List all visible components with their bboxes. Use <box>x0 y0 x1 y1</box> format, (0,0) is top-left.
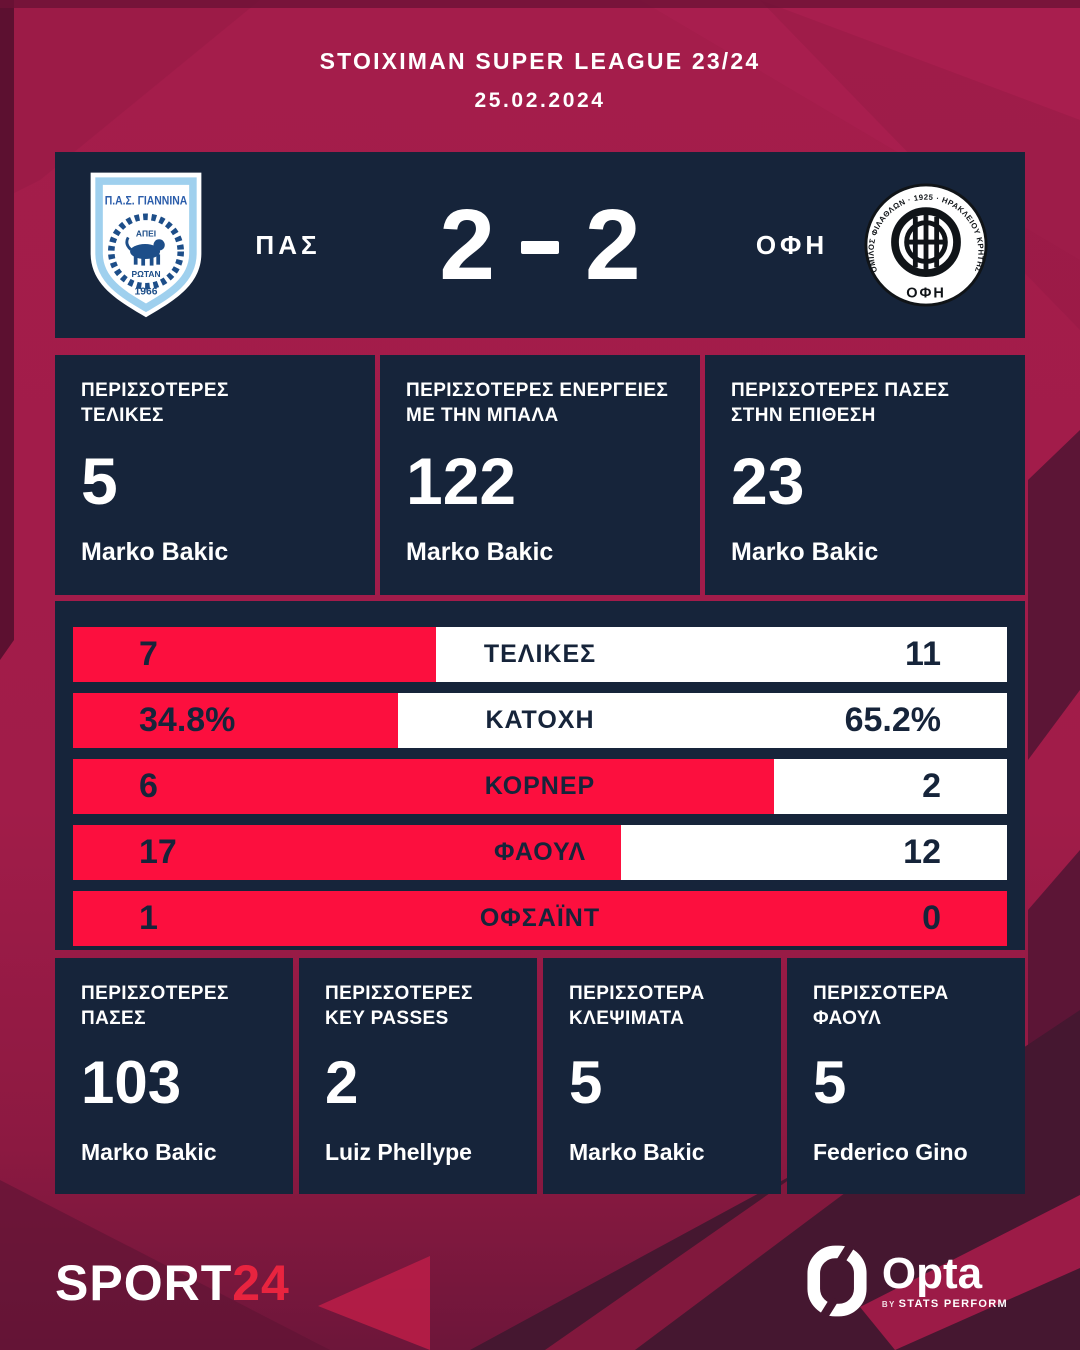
stat-card-player: Marko Bakic <box>406 538 554 567</box>
home-value: 17 <box>139 833 177 871</box>
home-bar-fill <box>73 627 437 682</box>
stat-label: ΤΕΛΙΚΕΣ <box>483 640 597 668</box>
opta-logo: Opta BY STATS PERFORM <box>806 1244 1008 1318</box>
home-team-code: ΠΑΣ <box>255 229 321 260</box>
away-score: 2 <box>585 189 641 301</box>
home-value: 34.8% <box>139 701 236 739</box>
ofi-monogram-icon <box>891 207 961 277</box>
home-bar-fill <box>73 693 399 748</box>
stat-card-player: Federico Gino <box>813 1139 968 1166</box>
sport24-logo-text: SPORT <box>55 1255 233 1311</box>
home-value: 1 <box>139 899 158 937</box>
comparison-row-corners: 6 ΚΟΡΝΕΡ 2 <box>73 759 1007 814</box>
home-bar-fill <box>73 891 1007 946</box>
stat-card-most-tackles: ΠΕΡΙΣΣΟΤΕΡΑ ΚΛΕΨΙΜΑΤΑ 5 Marko Bakic <box>543 958 781 1194</box>
lion-emblem-icon <box>125 236 165 266</box>
away-value: 11 <box>905 635 941 673</box>
home-value: 6 <box>139 767 158 805</box>
bottom-stat-cards: ΠΕΡΙΣΣΟΤΕΡΕΣ ΠΑΣΕΣ 103 Marko Bakic ΠΕΡΙΣ… <box>55 958 1025 1194</box>
sport24-logo-number: 24 <box>232 1255 290 1311</box>
svg-text:Π.Α.Σ. ΓΙΑΝΝΙΝΑ: Π.Α.Σ. ΓΙΑΝΝΙΝΑ <box>105 194 188 208</box>
pas-giannina-crest-icon: Π.Α.Σ. ΓΙΑΝΝΙΝΑ ΑΠΕΙ ΡΩΤΑΝ 1966 <box>90 172 202 318</box>
opta-wordmark: Opta <box>881 1249 983 1298</box>
stat-card-label: ΠΕΡΙΣΣΟΤΕΡΕΣ ΠΑΣΕΣ <box>81 983 229 1030</box>
stat-card-value: 5 <box>81 444 118 519</box>
score-banner: Π.Α.Σ. ΓΙΑΝΝΙΝΑ ΑΠΕΙ ΡΩΤΑΝ 1966 ΠΑΣ 2 2 … <box>55 152 1025 338</box>
stat-card-value: 103 <box>81 1049 182 1117</box>
comparison-row-possession: 34.8% ΚΑΤΟΧΗ 65.2% <box>73 693 1007 748</box>
stat-card-most-touches: ΠΕΡΙΣΣΟΤΕΡΕΣ ΕΝΕΡΓΕΙΕΣ ΜΕ ΤΗΝ ΜΠΑΛΑ 122 … <box>380 355 700 595</box>
comparison-row-offsides: 1 ΟΦΣΑΪΝΤ 0 <box>73 891 1007 946</box>
svg-text:ΡΩΤΑΝ: ΡΩΤΑΝ <box>131 269 160 279</box>
away-team-code: ΟΦΗ <box>755 229 829 260</box>
opta-ring-icon <box>807 1244 867 1318</box>
stat-card-label: ΠΕΡΙΣΣΟΤΕΡΕΣ ΠΑΣΕΣ ΣΤΗΝ ΕΠΙΘΕΣΗ <box>731 380 950 427</box>
stat-card-label: ΠΕΡΙΣΣΟΤΕΡΕΣ KEY PASSES <box>325 983 473 1030</box>
stat-card-player: Marko Bakic <box>81 1139 217 1166</box>
stat-card-label: ΠΕΡΙΣΣΟΤΕΡΑ ΦΑΟΥΛ <box>813 983 949 1030</box>
sport24-logo: SPORT24 <box>55 1258 290 1308</box>
away-value: 0 <box>922 899 941 937</box>
stat-label: ΚΟΡΝΕΡ <box>484 772 596 800</box>
stat-card-value: 23 <box>731 444 805 519</box>
stat-card-player: Marko Bakic <box>81 538 229 567</box>
stat-card-most-attacking-passes: ΠΕΡΙΣΣΟΤΕΡΕΣ ΠΑΣΕΣ ΣΤΗΝ ΕΠΙΘΕΣΗ 23 Marko… <box>705 355 1025 595</box>
stat-card-label: ΠΕΡΙΣΣΟΤΕΡΕΣ ΕΝΕΡΓΕΙΕΣ ΜΕ ΤΗΝ ΜΠΑΛΑ <box>406 380 669 427</box>
comparison-row-fouls: 17 ΦΑΟΥΛ 12 <box>73 825 1007 880</box>
svg-text:ΑΠΕΙ: ΑΠΕΙ <box>136 228 156 238</box>
stat-card-player: Luiz Phellype <box>325 1139 472 1166</box>
home-bar-fill <box>73 825 621 880</box>
stat-card-most-shots: ΠΕΡΙΣΣΟΤΕΡΕΣ ΤΕΛΙΚΕΣ 5 Marko Bakic <box>55 355 375 595</box>
away-value: 2 <box>922 767 941 805</box>
stat-card-value: 2 <box>325 1049 359 1117</box>
stat-card-value: 5 <box>569 1049 603 1117</box>
stat-card-player: Marko Bakic <box>731 538 879 567</box>
match-date: 25.02.2024 <box>474 89 606 112</box>
stat-card-player: Marko Bakic <box>569 1139 705 1166</box>
away-value: 12 <box>903 833 941 871</box>
stat-card-most-fouls: ΠΕΡΙΣΣΟΤΕΡΑ ΦΑΟΥΛ 5 Federico Gino <box>787 958 1025 1194</box>
header: STOIXIMAN SUPER LEAGUE 23/24 25.02.2024 <box>0 48 1080 113</box>
stat-card-value: 122 <box>406 444 517 519</box>
comparison-bars-panel: 7 ΤΕΛΙΚΕΣ 11 34.8% ΚΑΤΟΧΗ 65.2% 6 ΚΟΡΝΕΡ… <box>55 601 1025 950</box>
score-dash <box>521 240 559 254</box>
top-stat-cards: ΠΕΡΙΣΣΟΤΕΡΕΣ ΤΕΛΙΚΕΣ 5 Marko Bakic ΠΕΡΙΣ… <box>55 355 1025 595</box>
home-score: 2 <box>439 189 495 301</box>
stat-card-most-key-passes: ΠΕΡΙΣΣΟΤΕΡΕΣ KEY PASSES 2 Luiz Phellype <box>299 958 537 1194</box>
away-value: 65.2% <box>844 701 941 739</box>
final-score: 2 2 <box>55 152 1025 338</box>
home-bar-fill <box>73 759 774 814</box>
stat-card-most-passes: ΠΕΡΙΣΣΟΤΕΡΕΣ ΠΑΣΕΣ 103 Marko Bakic <box>55 958 293 1194</box>
home-value: 7 <box>139 635 158 673</box>
stat-label: ΚΑΤΟΧΗ <box>485 706 595 734</box>
league-title: STOIXIMAN SUPER LEAGUE 23/24 <box>319 48 761 74</box>
stat-card-label: ΠΕΡΙΣΣΟΤΕΡΑ ΚΛΕΨΙΜΑΤΑ <box>569 983 705 1030</box>
stat-card-label: ΠΕΡΙΣΣΟΤΕΡΕΣ ΤΕΛΙΚΕΣ <box>81 380 229 427</box>
comparison-row-shots: 7 ΤΕΛΙΚΕΣ 11 <box>73 627 1007 682</box>
stat-label: ΟΦΣΑΪΝΤ <box>479 904 601 932</box>
stat-card-value: 5 <box>813 1049 847 1117</box>
stat-label: ΦΑΟΥΛ <box>493 838 587 866</box>
svg-text:1966: 1966 <box>135 287 158 298</box>
svg-text:ΟΦΗ: ΟΦΗ <box>906 285 946 301</box>
ofi-crete-crest-icon: ΟΜΙΛΟΣ ΦΙΛΑΘΛΩΝ · 1925 · ΗΡΑΚΛΕΙΟΥ ΚΡΗΤΗ… <box>864 183 988 307</box>
opta-byline: BY STATS PERFORM <box>881 1298 1008 1310</box>
